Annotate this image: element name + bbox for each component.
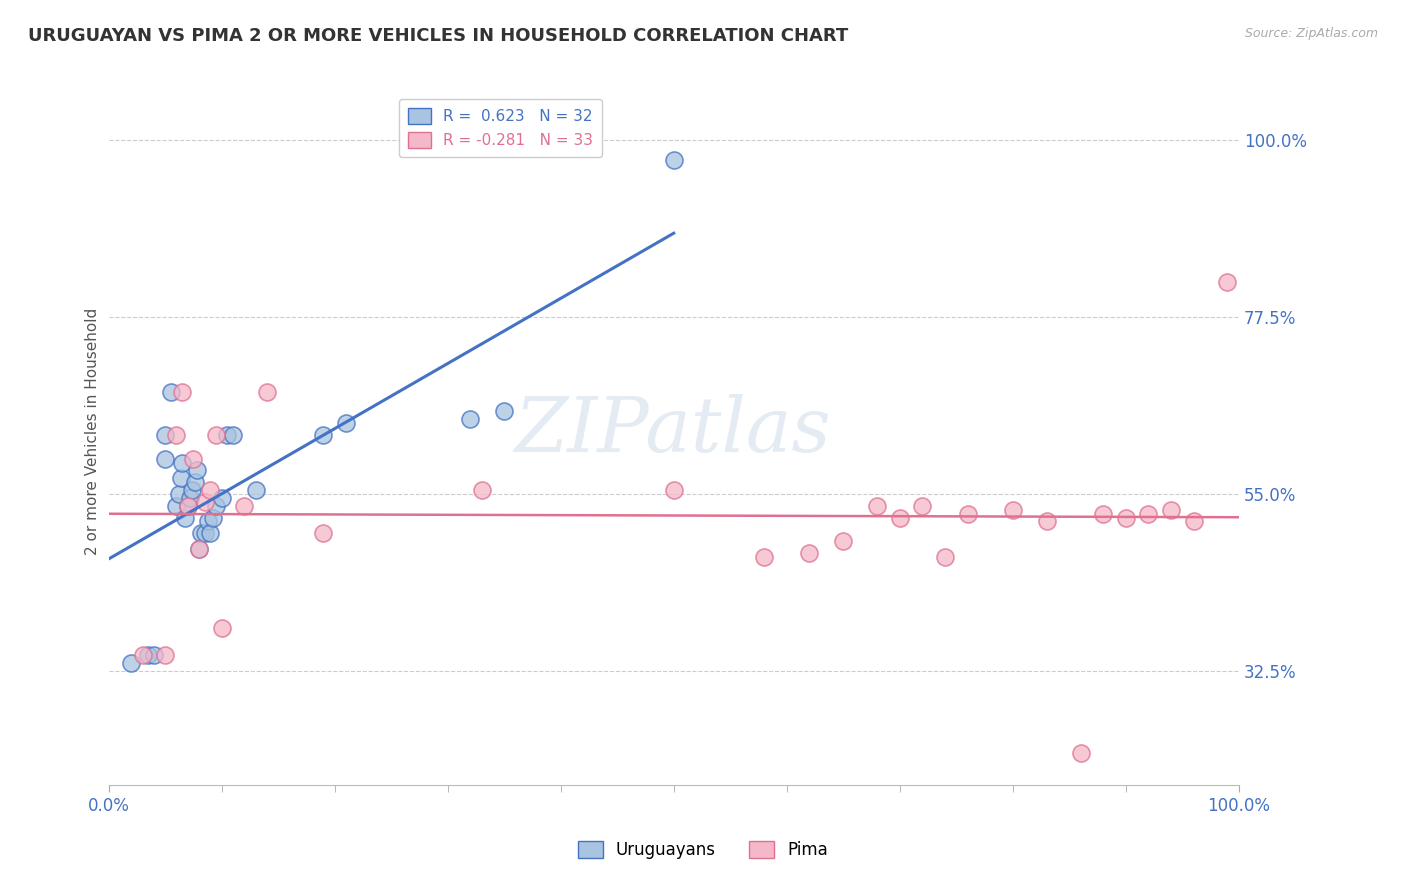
Point xyxy=(911,499,934,513)
Legend: Uruguayans, Pima: Uruguayans, Pima xyxy=(571,834,835,866)
Point xyxy=(197,515,219,529)
Point xyxy=(205,499,228,513)
Point xyxy=(188,541,211,556)
Point xyxy=(153,451,176,466)
Point xyxy=(170,471,193,485)
Point xyxy=(194,526,217,541)
Point xyxy=(233,499,256,513)
Point xyxy=(194,495,217,509)
Point xyxy=(934,549,956,564)
Point xyxy=(866,499,889,513)
Point xyxy=(120,656,142,670)
Point xyxy=(471,483,494,497)
Point xyxy=(200,526,222,541)
Point xyxy=(1137,507,1160,521)
Point xyxy=(205,428,228,442)
Point xyxy=(211,491,233,505)
Point xyxy=(1216,275,1239,289)
Text: URUGUAYAN VS PIMA 2 OR MORE VEHICLES IN HOUSEHOLD CORRELATION CHART: URUGUAYAN VS PIMA 2 OR MORE VEHICLES IN … xyxy=(28,27,848,45)
Text: Source: ZipAtlas.com: Source: ZipAtlas.com xyxy=(1244,27,1378,40)
Point xyxy=(165,428,187,442)
Point xyxy=(142,648,165,662)
Text: ZIPatlas: ZIPatlas xyxy=(516,394,832,468)
Point xyxy=(200,483,222,497)
Point xyxy=(1001,502,1024,516)
Point xyxy=(312,428,335,442)
Point xyxy=(752,549,775,564)
Point xyxy=(1160,502,1182,516)
Point xyxy=(190,526,212,541)
Point xyxy=(956,507,979,521)
Point xyxy=(136,648,159,662)
Point xyxy=(188,541,211,556)
Point xyxy=(889,510,911,524)
Point xyxy=(159,384,181,399)
Point xyxy=(1182,515,1205,529)
Point xyxy=(167,487,190,501)
Point xyxy=(1115,510,1137,524)
Point xyxy=(153,428,176,442)
Point xyxy=(1035,515,1057,529)
Legend: R =  0.623   N = 32, R = -0.281   N = 33: R = 0.623 N = 32, R = -0.281 N = 33 xyxy=(399,99,602,157)
Point xyxy=(172,384,194,399)
Point xyxy=(1070,747,1092,761)
Point xyxy=(494,404,516,418)
Point xyxy=(177,499,200,513)
Point xyxy=(312,526,335,541)
Point xyxy=(256,384,278,399)
Point xyxy=(245,483,267,497)
Point xyxy=(832,534,855,549)
Point xyxy=(179,491,201,505)
Point xyxy=(177,499,200,513)
Point xyxy=(181,483,204,497)
Point xyxy=(799,546,821,560)
Point xyxy=(183,451,205,466)
Point xyxy=(662,153,685,167)
Point xyxy=(172,456,194,470)
Y-axis label: 2 or more Vehicles in Household: 2 or more Vehicles in Household xyxy=(86,308,100,555)
Point xyxy=(131,648,153,662)
Point xyxy=(165,499,187,513)
Point xyxy=(222,428,245,442)
Point xyxy=(217,428,239,442)
Point xyxy=(201,510,224,524)
Point xyxy=(186,463,208,477)
Point xyxy=(153,648,176,662)
Point xyxy=(211,621,233,635)
Point xyxy=(662,483,685,497)
Point xyxy=(1092,507,1115,521)
Point xyxy=(183,475,205,490)
Point xyxy=(174,510,197,524)
Point xyxy=(458,412,481,426)
Point xyxy=(335,416,357,430)
